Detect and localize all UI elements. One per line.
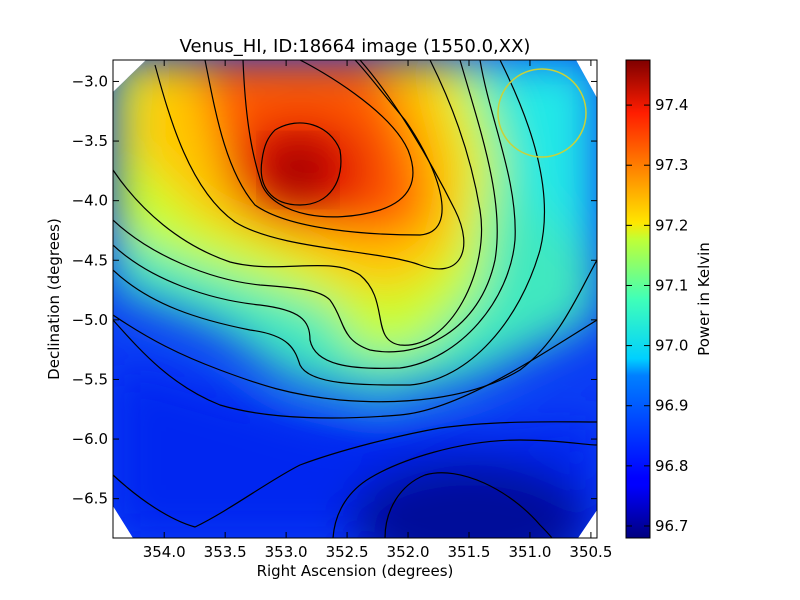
x-axis: 354.0 353.5 353.0 352.5 352.0 351.5 351.0 350.5 [143,60,612,561]
colorbar-tick-label: 96.9 [655,397,688,415]
colorbar-tick-label: 97.3 [655,156,688,174]
beam-circle [497,68,587,158]
y-tick-label: −3.0 [72,72,108,90]
x-tick-label: 353.5 [204,543,247,561]
plot-frame [112,59,598,539]
colorbar-tick-label: 97.1 [655,276,688,294]
colorbar-frame [625,59,651,539]
y-tick-label: −4.5 [72,251,108,269]
colorbar-ticks: 96.7 96.8 96.9 97.0 97.1 97.2 97.3 97.4 [626,96,688,535]
x-axis-label: Right Ascension (degrees) [257,562,454,580]
colorbar: 96.7 96.8 96.9 97.0 97.1 97.2 97.3 97.4 Power i… [625,59,713,539]
colorbar-tick-label: 96.8 [655,457,688,475]
colorbar-tick-label: 97.2 [655,216,688,234]
y-axis: −3.0 −3.5 −4.0 −4.5 −5.0 −5.5 −6.0 −6.5 [72,72,597,508]
x-tick-label: 350.5 [569,543,612,561]
colorbar-tick-label: 96.7 [655,517,688,535]
x-tick-label: 352.0 [387,543,430,561]
heatmap [113,60,597,538]
y-tick-label: −5.0 [72,311,108,329]
y-tick-label: −6.5 [72,490,108,508]
y-tick-label: −3.5 [72,132,108,150]
colorbar-gradient [626,60,650,538]
chart-title: Venus_HI, ID:18664 image (1550.0,XX) [180,36,531,57]
contour-lines [113,60,597,538]
x-tick-label: 353.0 [265,543,308,561]
x-tick-label: 354.0 [143,543,186,561]
y-tick-label: −5.5 [72,370,108,388]
colorbar-tick-label: 97.4 [655,96,688,114]
colorbar-tick-label: 97.0 [655,337,688,355]
y-tick-label: −6.0 [72,430,108,448]
x-tick-label: 352.5 [326,543,369,561]
x-tick-label: 351.0 [508,543,551,561]
colorbar-label: Power in Kelvin [695,242,713,356]
y-axis-label: Declination (degrees) [45,218,63,380]
y-tick-label: −4.0 [72,192,108,210]
x-tick-label: 351.5 [448,543,491,561]
